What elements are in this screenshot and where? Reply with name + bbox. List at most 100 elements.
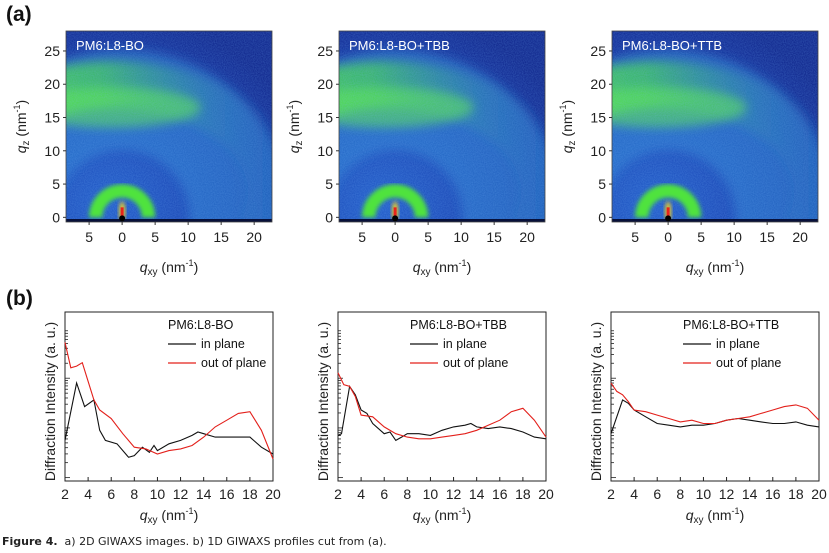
panel-b-label: (b) [6, 287, 33, 310]
axis-unit: (nm [559, 112, 575, 140]
y-axis-label: qz (nm-1) [285, 100, 305, 153]
y-tick-label: 25 [44, 43, 60, 59]
axis-sup: -1 [459, 506, 467, 516]
x-tick-label: 8 [130, 486, 138, 502]
x-tick-label: 4 [630, 486, 638, 502]
axis-sub: xy [694, 267, 704, 278]
x-tick-label: 5 [631, 229, 639, 245]
lamellar-ring [635, 184, 702, 218]
axis-sub: xy [421, 267, 431, 278]
axis-var: q [413, 507, 421, 523]
axis-close: ) [740, 259, 745, 275]
axis-sub: xy [694, 515, 704, 526]
x-tick-label: 14 [742, 486, 758, 502]
x-tick-label: 10 [453, 229, 469, 245]
x-axis-label: qxy (nm-1) [140, 506, 198, 526]
legend-label: out of plane [201, 356, 266, 370]
axis-sub: xy [148, 267, 158, 278]
center-streak [120, 207, 124, 220]
plot-frame [337, 311, 547, 482]
axis-unit: (nm [286, 112, 302, 140]
axis-sub: z [294, 140, 305, 145]
noise [66, 31, 272, 222]
axis-unit: (nm [158, 259, 186, 275]
legend-title: PM6:L8-BO+TTB [683, 318, 779, 332]
y-tick-label: 25 [317, 43, 333, 59]
x-axis-label: qxy (nm-1) [140, 258, 198, 278]
x-tick-label: 5 [85, 229, 93, 245]
x-tick-label: 0 [118, 229, 126, 245]
heatmap [612, 31, 818, 222]
x-tick-label: 2 [61, 486, 69, 502]
x-tick-label: 0 [664, 229, 672, 245]
y-tick-label: 5 [325, 176, 333, 192]
axis-var: q [686, 507, 694, 523]
x-tick-label: 18 [515, 486, 531, 502]
y-axis-label: qz (nm-1) [12, 100, 32, 153]
legend-label: out of plane [716, 356, 781, 370]
center-streak [666, 207, 670, 220]
x-tick-label: 14 [469, 486, 485, 502]
beamstop-strip [66, 219, 272, 222]
x-tick-label: 5 [424, 229, 432, 245]
x-tick-label: 5 [697, 229, 705, 245]
series-line-out-of-plane [610, 382, 820, 425]
caption-text: a) 2D GIWAXS images. b) 1D GIWAXS profil… [58, 535, 387, 548]
axis-unit: (nm [704, 259, 732, 275]
y-tick-label: 20 [44, 76, 60, 92]
x-tick-label: 18 [788, 486, 804, 502]
axis-unit: (nm [13, 112, 29, 140]
series-line-in-plane [64, 380, 274, 458]
x-axis-label: qxy (nm-1) [413, 258, 471, 278]
x-tick-label: 20 [538, 486, 554, 502]
axis-close: ) [740, 507, 745, 523]
axis-close: ) [286, 100, 302, 105]
x-axis-label: qxy (nm-1) [686, 258, 744, 278]
noise [339, 31, 545, 222]
beamstop [665, 215, 672, 222]
x-tick-label: 4 [357, 486, 365, 502]
axis-close: ) [467, 259, 472, 275]
y-tick-label: 0 [52, 209, 60, 225]
axis-sub: z [567, 140, 578, 145]
axis-unit: (nm [431, 507, 459, 523]
series-line-in-plane [610, 399, 820, 434]
axis-sub: xy [148, 515, 158, 526]
x-tick-label: 12 [173, 486, 189, 502]
legend-label: in plane [716, 337, 760, 351]
x-tick-label: 5 [358, 229, 366, 245]
x-tick-label: 10 [150, 486, 166, 502]
series-line-in-plane [337, 384, 547, 442]
x-tick-label: 10 [180, 229, 196, 245]
x-tick-label: 10 [423, 486, 439, 502]
x-tick-label: 2 [607, 486, 615, 502]
x-tick-label: 20 [792, 229, 808, 245]
x-tick-label: 8 [403, 486, 411, 502]
axis-unit: (nm [704, 507, 732, 523]
axis-var: q [686, 259, 694, 275]
panel-a-label: (a) [6, 3, 32, 26]
x-axis-label: qxy (nm-1) [686, 506, 744, 526]
series-line-out-of-plane [337, 372, 547, 440]
y-axis-label: Diffraction Intensity (a. u.) [588, 322, 604, 481]
y-axis-label: Diffraction Intensity (a. u.) [315, 322, 331, 481]
beamstop-strip [339, 219, 545, 222]
heatmap [66, 31, 272, 222]
y-tick-label: 20 [590, 76, 606, 92]
y-axis-label: Diffraction Intensity (a. u.) [42, 322, 58, 481]
profile-chart-1: 2 4 6 8 10 12 14 16 18 20 PM6:L8-BO in plane out of … [42, 311, 281, 526]
lamellar-ring [362, 184, 429, 218]
x-tick-label: 16 [765, 486, 781, 502]
axis-unit: (nm [431, 259, 459, 275]
axis-sup: -1 [732, 258, 740, 268]
legend-title: PM6:L8-BO [168, 318, 234, 332]
x-tick-label: 16 [219, 486, 235, 502]
legend-title: PM6:L8-BO+TBB [410, 318, 507, 332]
plot-frame [610, 311, 820, 482]
axis-close: ) [13, 100, 29, 105]
axis-sub: z [21, 140, 32, 145]
x-tick-label: 6 [380, 486, 388, 502]
axis-sup: -1 [186, 506, 194, 516]
y-tick-label: 15 [590, 110, 606, 126]
